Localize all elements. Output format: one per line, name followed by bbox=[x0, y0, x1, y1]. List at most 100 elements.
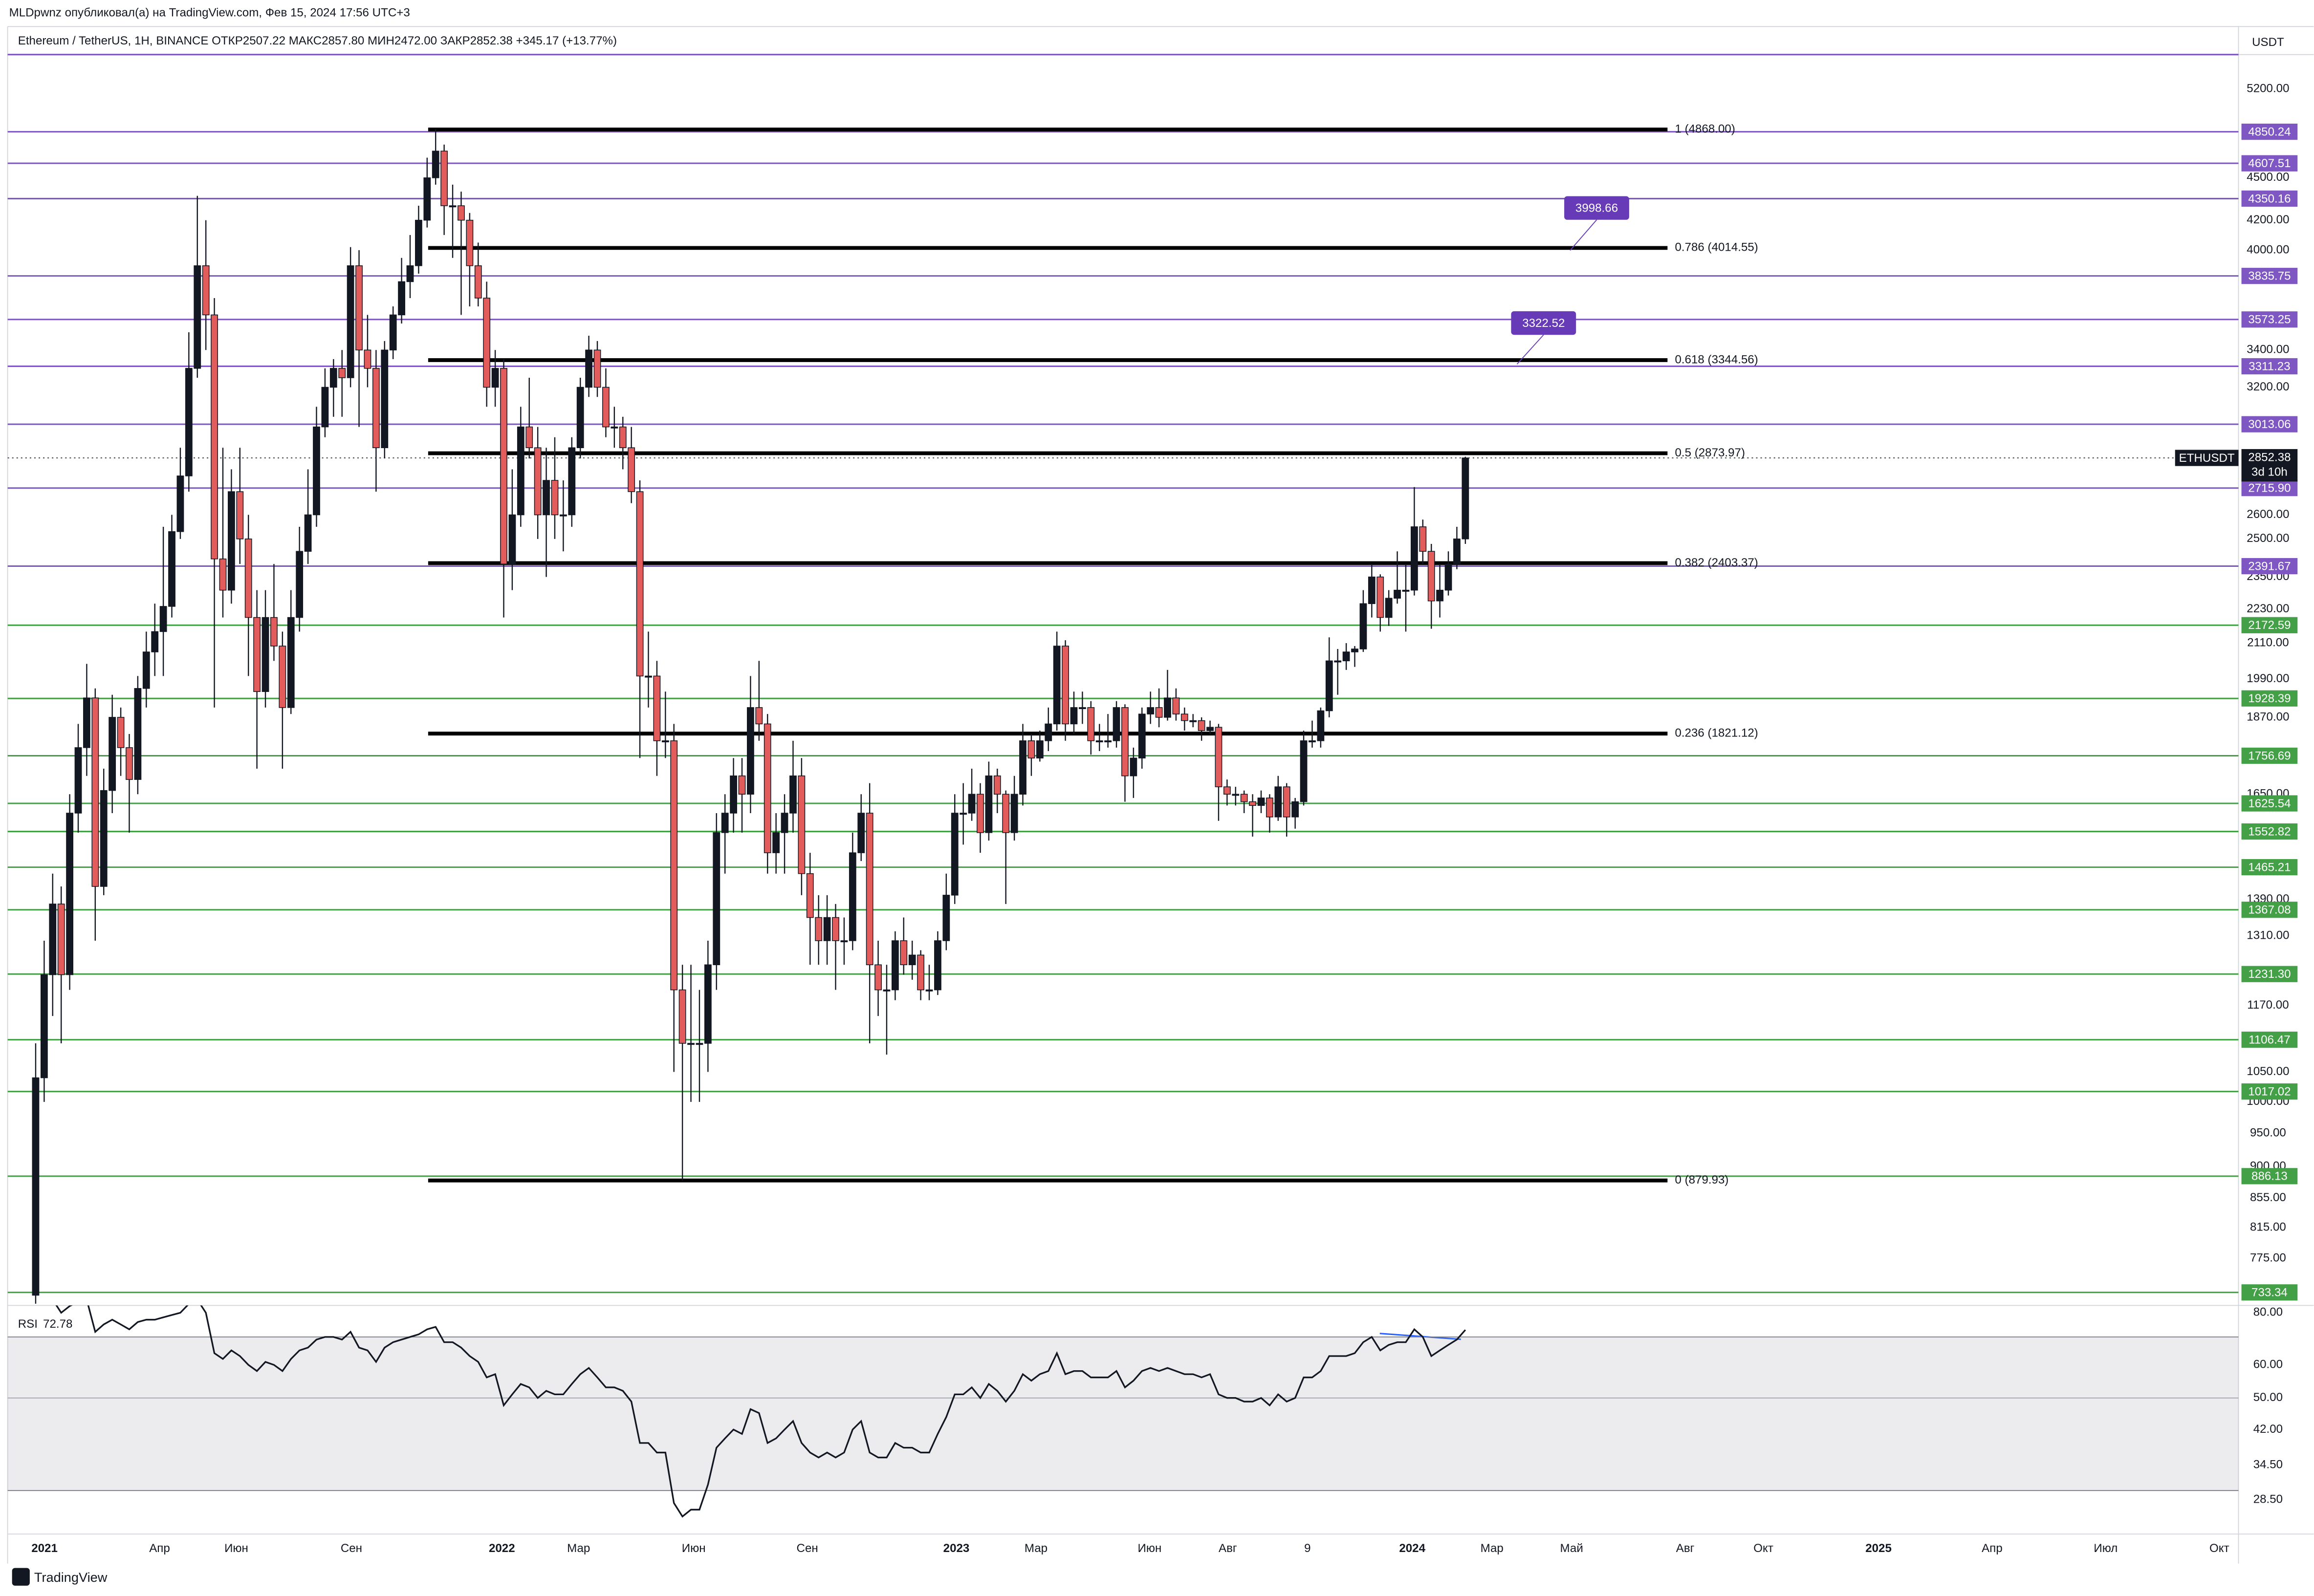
candle-body bbox=[857, 813, 865, 853]
candle-body bbox=[1189, 720, 1197, 722]
candle-body bbox=[934, 940, 941, 991]
candle-body bbox=[1172, 697, 1180, 714]
candle-body bbox=[781, 813, 788, 833]
rsi-title: RSI bbox=[18, 1317, 38, 1331]
x-tick-label: 2024 bbox=[1399, 1542, 1425, 1555]
candle-body bbox=[1079, 707, 1086, 710]
candle-body bbox=[151, 631, 159, 652]
candle-body bbox=[543, 480, 550, 516]
candle-body bbox=[406, 265, 414, 282]
candle-body bbox=[721, 813, 729, 833]
symbol-box bbox=[2175, 450, 2239, 466]
level-label: 3311.23 bbox=[2249, 360, 2290, 373]
candle-body bbox=[219, 558, 227, 591]
rsi-tick-label: 80.00 bbox=[2253, 1306, 2283, 1319]
x-tick-label: Июл bbox=[2094, 1542, 2118, 1555]
candle-body bbox=[1368, 576, 1375, 604]
candle-body bbox=[661, 740, 669, 743]
fib-label: 0.5 (2873.97) bbox=[1675, 446, 1745, 459]
logo bbox=[12, 1568, 30, 1586]
candle-body bbox=[483, 298, 491, 388]
candle-body bbox=[730, 775, 737, 814]
candle-body bbox=[602, 387, 610, 428]
candle-body bbox=[815, 917, 823, 941]
candle-body bbox=[593, 349, 601, 388]
candle-body bbox=[1419, 526, 1427, 552]
level-label-box bbox=[2241, 1284, 2298, 1301]
y-tick-label: 1170.00 bbox=[2247, 998, 2289, 1012]
level-label: 886.13 bbox=[2251, 1170, 2288, 1183]
candle-body bbox=[1095, 740, 1103, 743]
candle-body bbox=[1155, 707, 1163, 718]
candle-body bbox=[185, 368, 193, 476]
level-label: 1625.54 bbox=[2248, 797, 2291, 810]
level-label-box bbox=[2241, 1032, 2298, 1048]
candle-body bbox=[525, 426, 533, 449]
candle-body bbox=[1053, 646, 1061, 725]
candle-body bbox=[83, 697, 90, 748]
candle-body bbox=[466, 219, 474, 266]
candle-body bbox=[329, 368, 337, 388]
rsi-tick-label: 28.50 bbox=[2253, 1493, 2283, 1506]
level-label-box bbox=[2241, 966, 2298, 982]
candle-body bbox=[891, 940, 899, 991]
candle-body bbox=[321, 387, 329, 428]
candle-body bbox=[883, 989, 891, 992]
candle-body bbox=[313, 426, 320, 516]
y-tick-label: 1050.00 bbox=[2247, 1065, 2289, 1078]
candle-body bbox=[900, 940, 908, 966]
level-label-box bbox=[2241, 268, 2298, 284]
y-tick-label: 4000.00 bbox=[2247, 243, 2289, 256]
y-tick-label: 3200.00 bbox=[2247, 380, 2289, 393]
candle-body bbox=[508, 514, 516, 564]
candle-body bbox=[568, 447, 576, 516]
rsi-tick-label: 34.50 bbox=[2253, 1458, 2283, 1471]
candle-body bbox=[1385, 598, 1393, 618]
candle-body bbox=[1002, 794, 1010, 833]
candle-body bbox=[1402, 589, 1410, 592]
rsi-last: 72.78 bbox=[43, 1317, 72, 1331]
candle-body bbox=[40, 974, 48, 1078]
callout-pointer bbox=[1516, 334, 1544, 365]
fib-label: 0.236 (1821.12) bbox=[1675, 727, 1758, 740]
level-label: 3835.75 bbox=[2248, 270, 2291, 283]
last-price-label: 2852.38 bbox=[2248, 451, 2291, 464]
candle-body bbox=[755, 707, 763, 725]
candle-body bbox=[398, 281, 405, 316]
rsi-pane bbox=[7, 1305, 2239, 1518]
candle-body bbox=[1010, 794, 1018, 833]
candle-body bbox=[100, 790, 108, 887]
level-label-box bbox=[2241, 902, 2298, 918]
y-tick-label: 2110.00 bbox=[2247, 636, 2289, 649]
candle-body bbox=[772, 832, 780, 853]
rsi-line bbox=[55, 1305, 1466, 1518]
candle-body bbox=[66, 813, 73, 975]
x-tick-label: Мар bbox=[1481, 1542, 1504, 1555]
level-label: 1552.82 bbox=[2248, 825, 2291, 838]
candle-body bbox=[423, 177, 431, 221]
y-tick-label: 2230.00 bbox=[2247, 602, 2289, 615]
candle-body bbox=[1351, 648, 1358, 652]
x-tick-label: Июн bbox=[1138, 1542, 1162, 1555]
candle-body bbox=[1436, 589, 1444, 602]
y-tick-label: 2600.00 bbox=[2247, 508, 2289, 521]
level-label: 2172.59 bbox=[2248, 619, 2291, 632]
candle-body bbox=[653, 675, 661, 741]
candle-body bbox=[142, 651, 150, 689]
candle-body bbox=[500, 368, 507, 564]
y-tick-label: 855.00 bbox=[2250, 1191, 2286, 1204]
candle-body bbox=[262, 617, 269, 692]
y-tick-label: 2500.00 bbox=[2247, 532, 2289, 545]
price-pane bbox=[7, 128, 2239, 1304]
fib-label: 1 (4868.00) bbox=[1675, 122, 1735, 135]
x-tick-label: 2025 bbox=[1865, 1542, 1892, 1555]
y-tick-label: 4500.00 bbox=[2247, 171, 2289, 184]
candle-body bbox=[491, 368, 499, 388]
level-label: 1017.02 bbox=[2248, 1085, 2291, 1099]
candle-body bbox=[1121, 707, 1129, 776]
candle-body bbox=[636, 491, 644, 677]
candle-body bbox=[619, 426, 627, 449]
y-tick-label: 775.00 bbox=[2250, 1251, 2286, 1265]
candle-body bbox=[347, 265, 354, 378]
candle-body bbox=[355, 265, 363, 351]
